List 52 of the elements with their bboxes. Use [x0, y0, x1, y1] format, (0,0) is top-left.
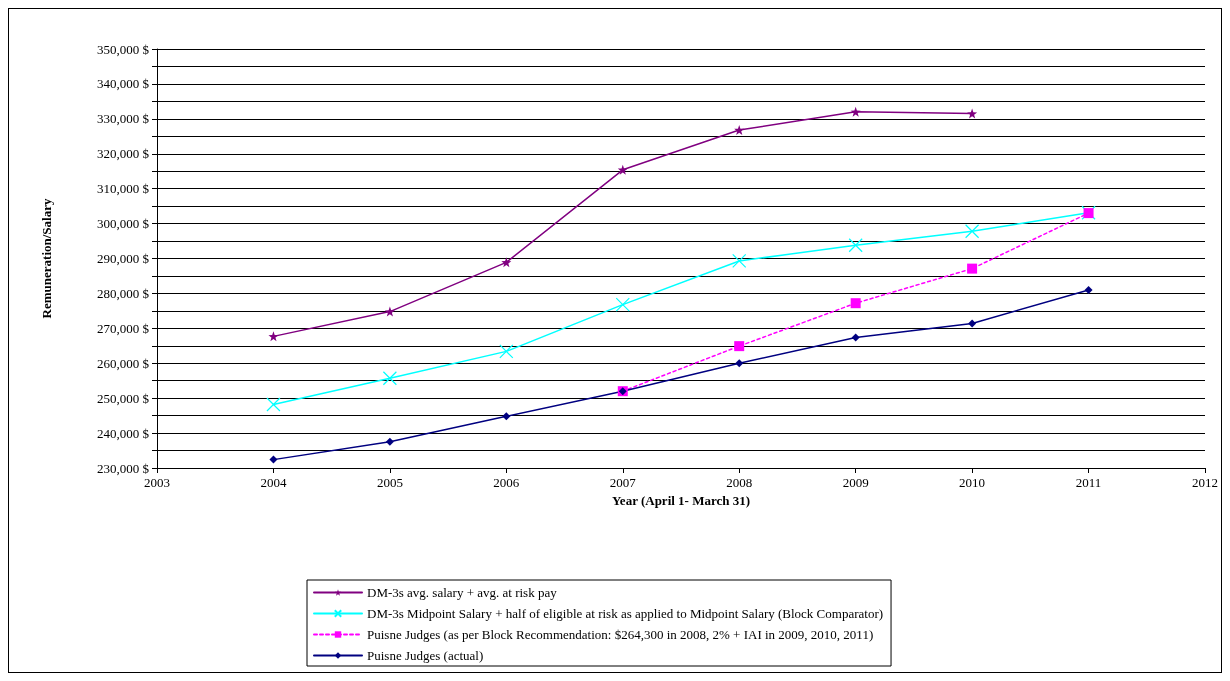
legend-label: Puisne Judges (actual): [367, 648, 484, 663]
point: [384, 306, 395, 317]
y-axis-title: Remuneration/Salary: [39, 198, 54, 319]
x-tick-label: 2010: [959, 475, 986, 490]
y-tick-label: 330,000 $: [97, 111, 150, 127]
point: [732, 253, 747, 269]
point: [734, 341, 745, 352]
y-tick-label: 310,000 $: [97, 181, 150, 197]
point: [1084, 285, 1093, 294]
x-tick-label: 2008: [726, 475, 753, 490]
y-tick-label: 270,000 $: [97, 320, 150, 336]
point: [848, 238, 863, 253]
x-tick-label: 2003: [144, 475, 170, 490]
x-axis-title: Year (April 1- March 31): [611, 493, 751, 508]
point: [735, 359, 744, 368]
point: [501, 257, 512, 268]
x-tick-label: 2009: [842, 475, 869, 490]
legend-label: Puisne Judges (as per Block Recommendation: $264,300 in 2008, 2% + IAI in 2009, 2010, 2011): [367, 627, 874, 642]
x-tick-label: 2011: [1075, 475, 1102, 490]
legend-label: DM-3s avg. salary + avg. at risk pay: [367, 585, 558, 600]
x-tick-label: 2012: [1192, 475, 1218, 490]
point: [850, 298, 861, 309]
point: [734, 125, 745, 136]
y-tick-label: 250,000 $: [97, 390, 150, 406]
point: [968, 319, 977, 328]
point: [385, 437, 394, 446]
y-tick-label: 300,000 $: [97, 216, 150, 232]
point: [266, 397, 281, 412]
x-tick-label: 2004: [260, 475, 287, 490]
point: [502, 412, 511, 421]
point: [269, 455, 278, 464]
y-tick-label: 230,000 $: [97, 460, 150, 476]
y-tick-label: 240,000 $: [97, 425, 150, 441]
point: [965, 224, 980, 239]
y-tick-label: 290,000 $: [97, 251, 150, 266]
x-tick-label: 2005: [376, 475, 403, 490]
point: [268, 331, 279, 342]
point: [967, 108, 978, 119]
y-tick-label: 320,000 $: [97, 146, 150, 162]
y-tick-label: 260,000 $: [97, 355, 150, 371]
point: [615, 297, 630, 312]
x-tick-label: 2007: [609, 475, 637, 490]
point: [499, 344, 514, 359]
point: [851, 333, 860, 342]
point: [382, 371, 397, 386]
y-tick-label: 350,000 $: [97, 41, 150, 57]
point: [967, 263, 978, 274]
y-tick-label: 280,000 $: [97, 285, 150, 301]
y-tick-label: 340,000 $: [97, 76, 150, 92]
legend-label: DM-3s Midpoint Salary + half of eligible at risk as applied to Midpoint Salary (Block Comparator): [367, 606, 884, 621]
point: [850, 106, 861, 117]
x-tick-label: 2006: [493, 475, 520, 490]
